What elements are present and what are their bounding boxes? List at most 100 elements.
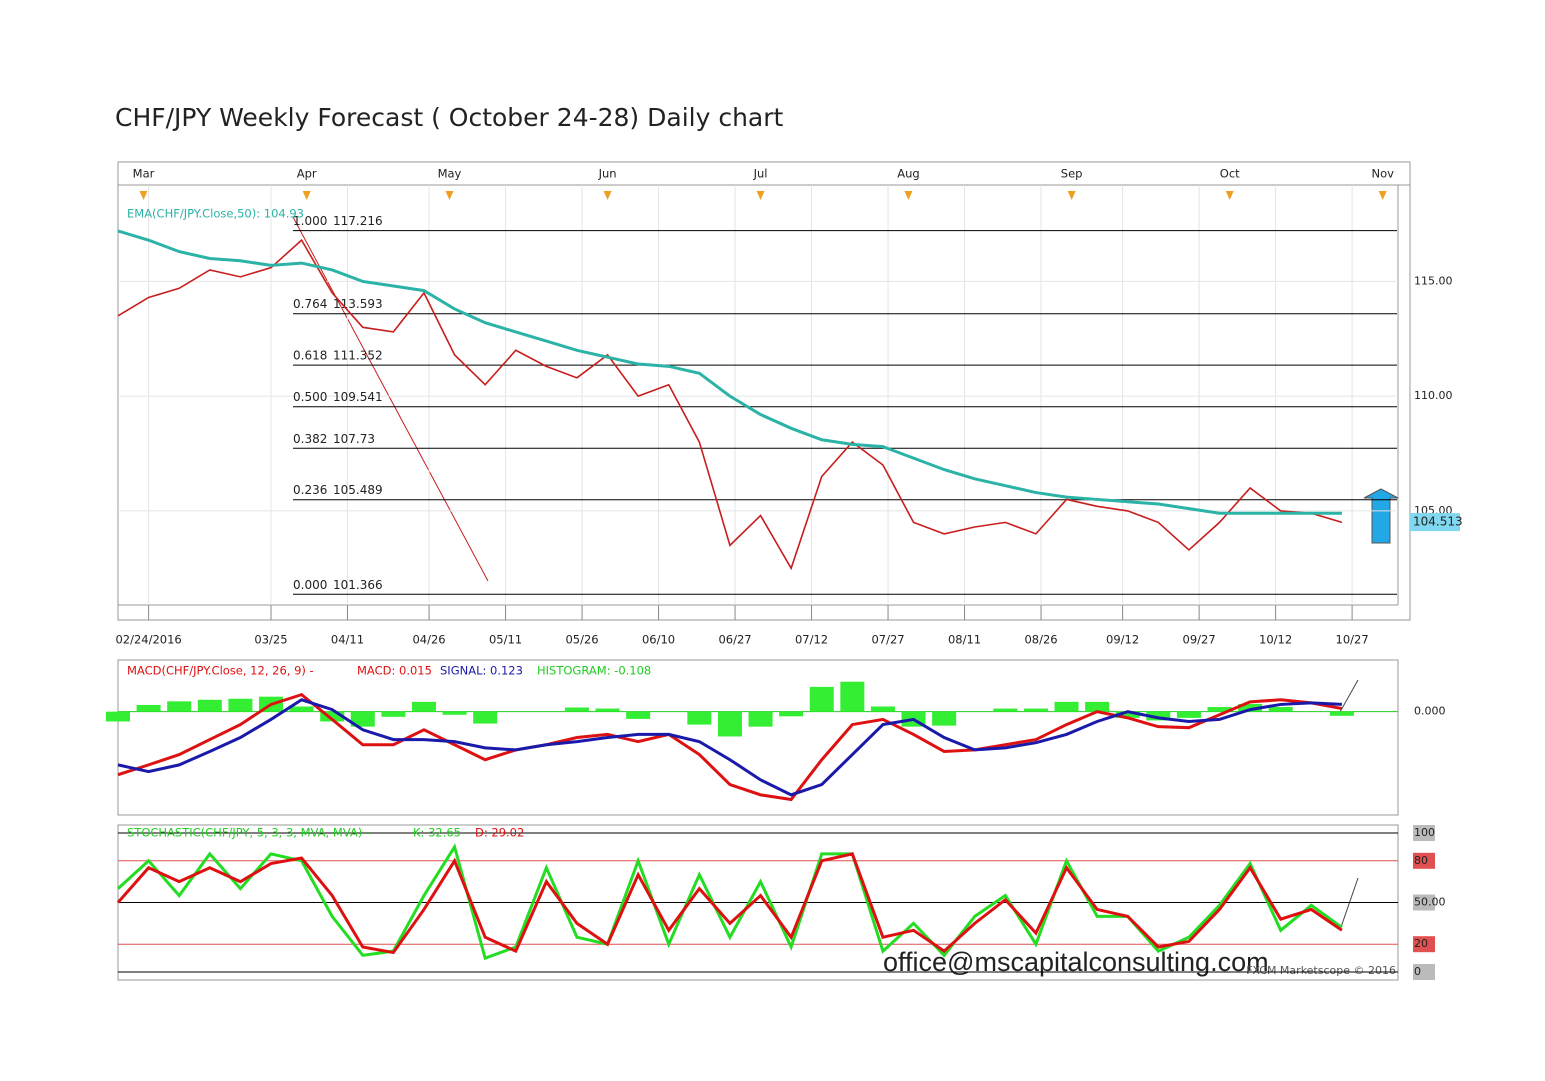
histogram-bar bbox=[1268, 707, 1293, 712]
series-line bbox=[117, 229, 1342, 515]
fib-label: 0.500 bbox=[293, 390, 327, 404]
legend: D: 29.02 bbox=[475, 826, 524, 840]
fib-value: 113.593 bbox=[333, 297, 383, 311]
month-marker bbox=[445, 191, 454, 200]
histogram-bar bbox=[1085, 701, 1110, 712]
histogram-bar bbox=[717, 711, 742, 737]
histogram-bar bbox=[1207, 707, 1232, 712]
fib-label: 0.382 bbox=[293, 432, 327, 446]
histogram-bar bbox=[779, 711, 804, 717]
legend: K: 32.65 bbox=[413, 826, 461, 840]
month-label: May bbox=[438, 167, 462, 181]
fib-label: 0.764 bbox=[293, 297, 327, 311]
month-label: Oct bbox=[1220, 167, 1240, 181]
histogram-bar bbox=[687, 711, 712, 725]
legend: MACD: 0.015 bbox=[357, 664, 432, 678]
histogram-bar bbox=[932, 711, 957, 726]
histogram-bar bbox=[1329, 711, 1354, 716]
month-marker bbox=[1067, 191, 1076, 200]
fib-label: 0.236 bbox=[293, 483, 327, 497]
x-tick-label: 06/10 bbox=[642, 633, 675, 647]
month-marker bbox=[904, 191, 913, 200]
month-label: Aug bbox=[897, 167, 919, 181]
histogram-bar bbox=[993, 708, 1018, 712]
y-tick-bg bbox=[1413, 825, 1435, 841]
up-arrow bbox=[1363, 488, 1399, 544]
series-line bbox=[117, 692, 1343, 802]
month-label: Sep bbox=[1061, 167, 1083, 181]
fib-value: 101.366 bbox=[333, 578, 383, 592]
legend: STOCHASTIC(CHF/JPY, 5, 3, 3, MVA, MVA) - bbox=[127, 826, 370, 840]
x-tick-label: 10/27 bbox=[1336, 633, 1369, 647]
fib-label: 0.000 bbox=[293, 578, 327, 592]
month-marker bbox=[1225, 191, 1234, 200]
x-tick-label: 07/12 bbox=[795, 633, 828, 647]
histogram-bar bbox=[870, 706, 895, 712]
histogram-bar bbox=[228, 698, 253, 712]
legend: MACD(CHF/JPY.Close, 12, 26, 9) - bbox=[127, 664, 314, 678]
histogram-bar bbox=[564, 707, 589, 712]
x-tick-label: 05/11 bbox=[489, 633, 522, 647]
histogram-bar bbox=[1054, 701, 1079, 712]
histogram-bar bbox=[350, 711, 375, 727]
fib-label: 1.000 bbox=[293, 214, 327, 228]
y-tick-label: 0.000 bbox=[1414, 705, 1446, 718]
legend: SIGNAL: 0.123 bbox=[440, 664, 523, 678]
y-tick-label: 20 bbox=[1414, 937, 1428, 950]
x-tick-label: 02/24/2016 bbox=[115, 633, 181, 647]
arrow-line bbox=[1339, 877, 1359, 931]
fib-value: 111.352 bbox=[333, 349, 383, 363]
histogram-bar bbox=[595, 708, 620, 712]
last-price: 104.513 bbox=[1413, 515, 1463, 529]
fib-label: 0.618 bbox=[293, 349, 327, 363]
histogram-bar bbox=[840, 681, 865, 712]
x-tick-label: 05/26 bbox=[565, 633, 598, 647]
month-marker bbox=[603, 191, 612, 200]
histogram-bar bbox=[411, 701, 436, 712]
month-marker bbox=[1378, 191, 1387, 200]
y-tick-bg bbox=[1413, 936, 1435, 953]
histogram-bar bbox=[167, 701, 192, 712]
y-tick-bg bbox=[1413, 852, 1435, 869]
legend: HISTOGRAM: -0.108 bbox=[537, 664, 651, 678]
series-line bbox=[117, 238, 1343, 571]
x-tick-label: 10/12 bbox=[1259, 633, 1292, 647]
histogram-bar bbox=[473, 711, 498, 724]
y-tick-label: 0 bbox=[1414, 965, 1421, 978]
month-label: Mar bbox=[133, 167, 155, 181]
month-marker bbox=[139, 191, 148, 200]
x-tick-label: 07/27 bbox=[871, 633, 904, 647]
histogram-bar bbox=[1115, 711, 1140, 718]
month-label: Jun bbox=[598, 167, 617, 181]
histogram-bar bbox=[1176, 711, 1201, 718]
histogram-bar bbox=[626, 711, 651, 719]
y-tick-label: 80 bbox=[1414, 854, 1428, 867]
x-tick-label: 08/11 bbox=[948, 633, 981, 647]
month-marker bbox=[302, 191, 311, 200]
arrow-line bbox=[1339, 679, 1359, 713]
fib-value: 109.541 bbox=[333, 390, 383, 404]
main-frame bbox=[117, 161, 1411, 621]
series-line bbox=[117, 698, 1342, 797]
fib-value: 117.216 bbox=[333, 214, 383, 228]
x-tick-label: 09/27 bbox=[1183, 633, 1216, 647]
legend: EMA(CHF/JPY.Close,50): 104.93 bbox=[127, 207, 304, 221]
histogram-bar bbox=[748, 711, 773, 727]
fib-value: 107.73 bbox=[333, 432, 375, 446]
y-tick-label: 115.00 bbox=[1414, 274, 1453, 287]
month-marker bbox=[756, 191, 765, 200]
credit: FXCM Marketscope © 2016 bbox=[1246, 964, 1396, 977]
histogram-bar bbox=[1146, 711, 1171, 721]
histogram-bar bbox=[381, 711, 406, 717]
histogram-bar bbox=[106, 711, 130, 722]
histogram-bar bbox=[1238, 703, 1263, 712]
month-label: Apr bbox=[297, 167, 317, 181]
histogram-bar bbox=[197, 699, 222, 712]
x-tick-label: 04/26 bbox=[412, 633, 445, 647]
y-tick-bg bbox=[1413, 894, 1435, 911]
macd-frame bbox=[117, 659, 1399, 816]
x-tick-label: 04/11 bbox=[331, 633, 364, 647]
y-tick-label: 110.00 bbox=[1414, 389, 1453, 402]
series-line bbox=[116, 852, 1343, 955]
